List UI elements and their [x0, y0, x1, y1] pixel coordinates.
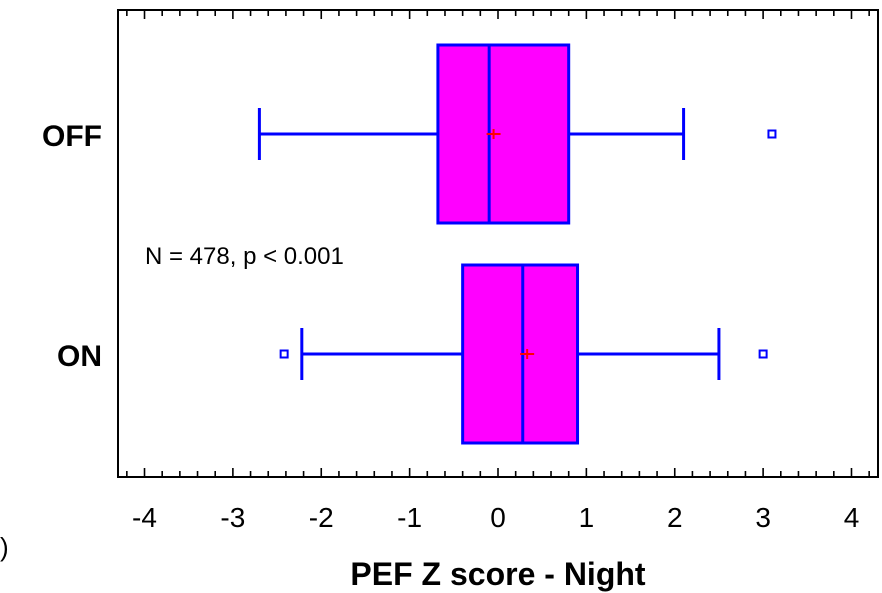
edge-paren-mark: ): [0, 532, 9, 562]
boxes: [257, 43, 777, 445]
x-tick-label: 2: [667, 502, 683, 533]
box-on: [279, 263, 768, 445]
iqr-box: [461, 263, 580, 445]
stats-annotation: N = 478, p < 0.001: [145, 243, 344, 270]
iqr-box: [436, 43, 571, 225]
x-tick-label: -3: [220, 502, 245, 533]
x-tick-label: 0: [490, 502, 506, 533]
x-tick-label: 3: [755, 502, 771, 533]
box-off: [257, 43, 777, 225]
category-label-on: ON: [57, 340, 102, 373]
outlier-point: [767, 129, 777, 139]
outlier-point: [758, 349, 768, 359]
x-tick-label: 4: [844, 502, 860, 533]
category-labels: OFF ON: [42, 120, 102, 373]
x-tick-label: 1: [579, 502, 595, 533]
x-tick-label: -2: [309, 502, 334, 533]
x-tick-label: -4: [132, 502, 157, 533]
outlier-point: [279, 349, 289, 359]
tick-marks: [126, 10, 870, 477]
x-tick-label: -1: [397, 502, 422, 533]
category-label-off: OFF: [42, 120, 102, 153]
x-tick-labels: -4 -3 -2 -1 0 1 2 3 4: [132, 502, 859, 533]
x-axis-title: PEF Z score - Night: [350, 556, 645, 592]
